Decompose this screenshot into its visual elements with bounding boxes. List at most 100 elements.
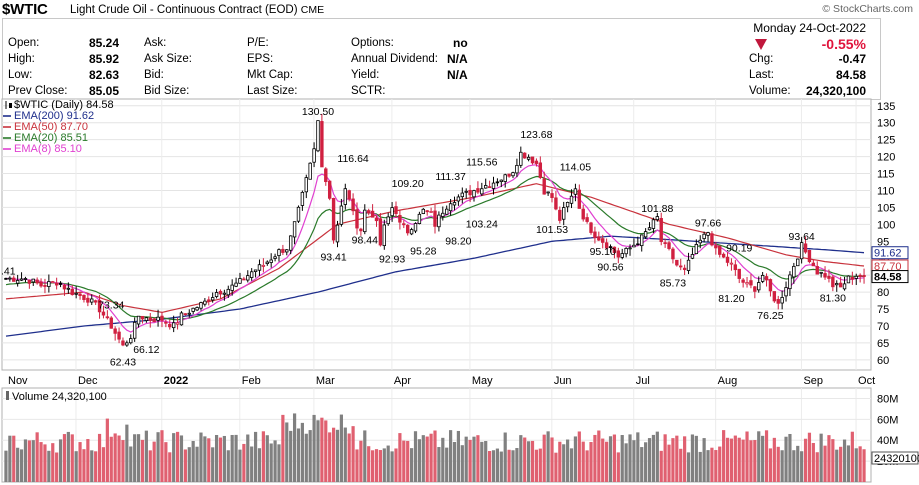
volume-bar — [238, 449, 242, 482]
candle-body — [62, 284, 67, 290]
price-annotation: 101.88 — [641, 203, 673, 215]
candle-body — [359, 228, 363, 232]
options-value: no — [453, 36, 468, 50]
candle-body — [452, 202, 457, 206]
volume-bar — [534, 449, 539, 482]
symbol[interactable]: $WTIC — [2, 1, 48, 18]
eps-label: EPS: — [247, 53, 274, 65]
candle-body — [550, 193, 554, 198]
legend-label: EMA(20) 85.51 — [14, 132, 88, 144]
volume-bar — [43, 444, 47, 482]
candle-body — [448, 203, 453, 212]
volume-bar — [409, 448, 414, 482]
volume-bar — [328, 432, 332, 482]
candle-body — [519, 151, 523, 166]
volume-bar — [261, 431, 265, 482]
volume-bar — [273, 440, 277, 482]
volume-bar — [292, 413, 297, 482]
volume-bar — [558, 441, 562, 482]
legend-entry: EMA(20) 85.51 — [3, 132, 88, 144]
candle-body — [757, 282, 761, 291]
candle-body — [242, 278, 246, 281]
volume-bar — [222, 435, 226, 482]
volume-bar — [421, 435, 425, 482]
volume-last-tag-box — [871, 451, 919, 465]
candle-body — [93, 300, 98, 303]
candle-body — [437, 214, 441, 228]
volume-bar — [640, 447, 644, 482]
candle-body — [273, 256, 277, 259]
volume-bar — [4, 450, 8, 482]
volume-bar — [839, 446, 843, 482]
volume-bar — [437, 447, 441, 482]
price-annotation: 90.56 — [597, 261, 623, 273]
candle-body — [667, 242, 671, 249]
candle-body — [823, 273, 827, 278]
high-label: High: — [8, 53, 35, 65]
volume-bar — [667, 444, 671, 482]
volume-bar — [413, 431, 418, 482]
volume-bar — [429, 433, 433, 482]
candle-body — [335, 224, 340, 243]
volume-bar — [484, 440, 488, 482]
candle-body — [565, 201, 570, 208]
volume-bar — [90, 450, 94, 482]
candle-body — [850, 277, 855, 280]
prev-close-label: Prev Close: — [8, 85, 68, 97]
volume-bar — [725, 437, 730, 482]
volume-bar — [62, 434, 67, 482]
volume-bar — [230, 434, 234, 482]
volume-bar — [195, 446, 199, 482]
candle-body — [23, 278, 28, 280]
volume-bar — [58, 439, 63, 482]
volume-bar — [647, 438, 652, 482]
volume-bar — [281, 414, 285, 482]
volume-bar — [187, 447, 191, 482]
month-label: Jun — [554, 375, 572, 387]
volume-bar — [207, 438, 211, 482]
candle-body — [710, 233, 714, 246]
candle-body — [628, 247, 632, 250]
price-tick-label: 100 — [877, 219, 895, 231]
candle-body — [187, 312, 191, 315]
candle-body — [827, 275, 831, 279]
candle-body — [66, 287, 71, 290]
candle-body — [679, 265, 683, 268]
candle-body — [277, 249, 281, 257]
value-tag-box — [871, 246, 909, 260]
volume-bar — [285, 422, 289, 482]
legend-candle-icon — [9, 103, 12, 108]
volume-bar — [406, 440, 410, 482]
volume-bar — [523, 437, 527, 482]
volume-bar — [269, 443, 273, 482]
candle-body — [90, 298, 94, 303]
volume-bar — [133, 434, 137, 482]
volume-bar — [8, 435, 12, 482]
volume-bar — [121, 440, 125, 482]
volume-bar — [19, 449, 24, 482]
volume-bar — [464, 436, 468, 482]
candle-body — [725, 256, 730, 263]
candle-body — [296, 206, 301, 222]
candle-body — [815, 266, 819, 275]
month-label: 2022 — [164, 375, 188, 387]
candle-body — [394, 206, 398, 214]
company-name: Light Crude Oil - Continuous Contract (E… — [70, 4, 324, 16]
candle-body — [8, 277, 12, 280]
volume-bar — [577, 431, 581, 482]
candle-body — [577, 189, 582, 209]
candle-body — [714, 245, 718, 249]
watermark[interactable]: © StockCharts.com — [822, 3, 913, 15]
price-annotation: 81.20 — [718, 293, 744, 305]
volume-bar — [823, 445, 827, 482]
volume-bar — [179, 435, 184, 482]
candle-body — [70, 288, 74, 296]
candle-body — [581, 208, 585, 220]
volume-bar — [612, 434, 617, 482]
volume-bar — [714, 450, 718, 482]
dividend-label: Annual Dividend: — [351, 53, 438, 65]
candle-body — [281, 248, 285, 253]
volume-bar — [191, 440, 195, 482]
volume-bar — [581, 441, 585, 482]
